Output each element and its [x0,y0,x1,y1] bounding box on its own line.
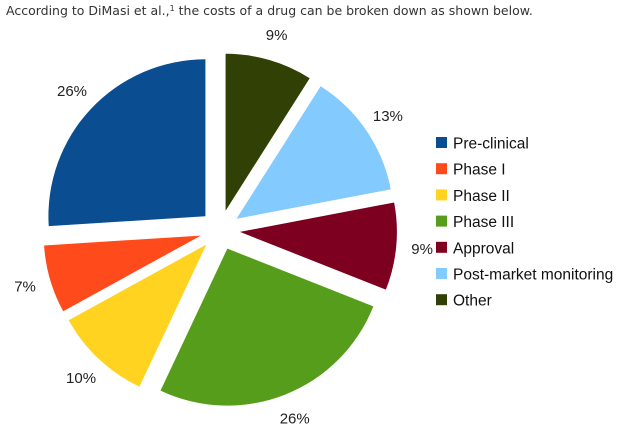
legend-swatch [436,163,447,175]
legend-swatch [436,294,447,306]
legend-swatch [436,241,447,253]
legend-swatch [436,137,447,148]
footnote-marker: 1 [169,4,175,13]
legend-label: Pre-clinical [453,136,529,153]
legend-label: Post-market monitoring [453,267,613,284]
pie-slice-post-market-monitoring [236,86,391,219]
pie-slice-phase-i [44,235,201,312]
legend-label: Approval [453,240,514,257]
pie-slices [44,53,397,406]
pie-slice-approval [239,202,397,290]
legend-label: Other [453,293,492,310]
caption-text-rest: the costs of a drug can be broken down a… [174,3,533,18]
legend-label: Phase II [453,188,510,205]
slice-label: 9% [266,27,288,44]
slice-label: 9% [411,241,433,258]
caption-text: According to DiMasi et al., [6,3,170,18]
pie-slice-pre-clinical [48,59,206,227]
pie-slice-phase-ii [68,244,207,387]
chart-legend: Pre-clinical Phase I Phase II Phase III Appr… [436,136,613,310]
slice-label: 7% [14,279,36,296]
legend-swatch [436,189,447,201]
legend-swatch [436,268,447,279]
slice-label: 13% [373,108,403,125]
slice-label: 26% [280,411,310,428]
slice-label: 26% [57,83,87,100]
legend-swatch [436,215,447,227]
legend-label: Phase I [453,162,506,179]
pie-slice-phase-iii [160,248,374,406]
slice-labels: 9% 13% 9% 26% 10% 7% 26% [14,27,433,428]
pie-slice-other [225,53,310,211]
chart-caption: According to DiMasi et al.,1 the costs o… [6,3,636,18]
legend-label: Phase III [453,214,514,231]
slice-label: 10% [66,370,96,387]
